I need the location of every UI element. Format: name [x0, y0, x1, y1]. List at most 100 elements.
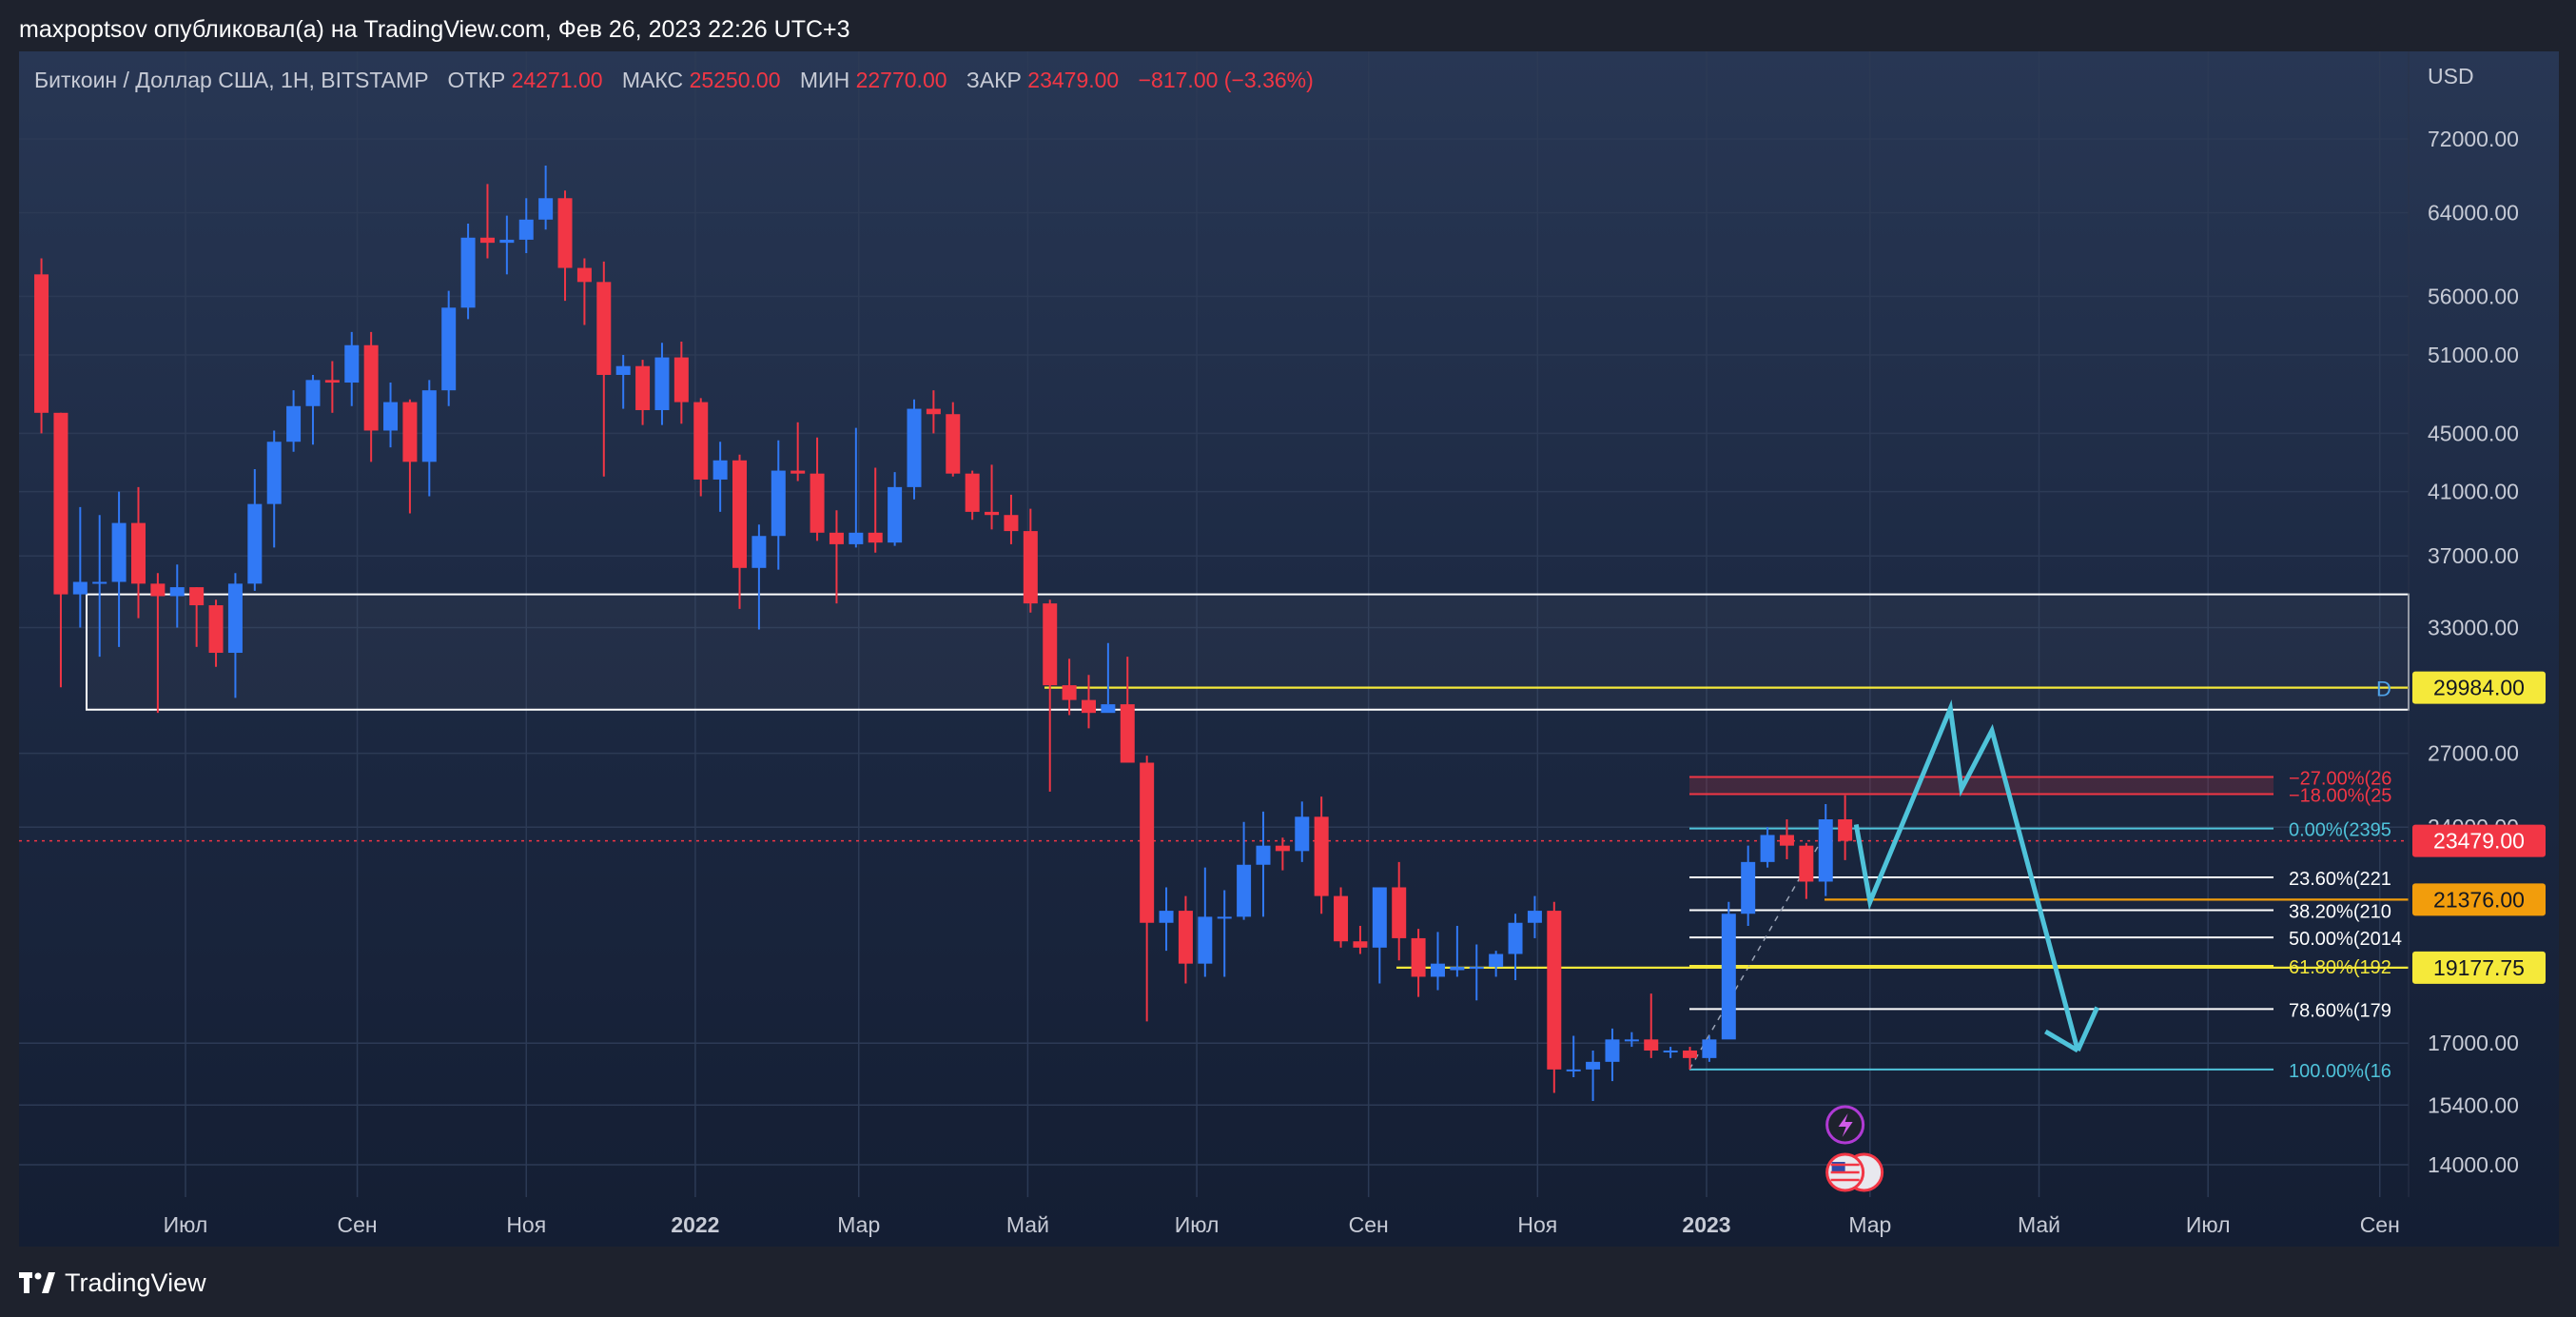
candle-body [344, 344, 360, 383]
candle-body [1838, 819, 1853, 841]
candle-body [1392, 887, 1407, 938]
price-axis-tag [2412, 951, 2546, 984]
candle-body [130, 522, 146, 584]
candle-body [712, 460, 728, 480]
candle-body [751, 536, 767, 568]
candle-body [849, 532, 864, 544]
fibonacci-retracement[interactable]: −27.00%(26−18.00%(25 0.00%(2395 23.60%(221… [1688, 769, 2402, 1082]
event-markers[interactable] [1825, 1105, 1884, 1192]
projection-arrow-head [2076, 1006, 2099, 1052]
candle-body [34, 274, 49, 413]
candle-body [1178, 911, 1193, 964]
price-axis-tag-label: 21376.00 [2433, 887, 2525, 912]
projection-arrow-head [2044, 1029, 2079, 1053]
candle-body [363, 344, 379, 431]
candle-body [1043, 603, 1058, 686]
candle-body [189, 587, 205, 606]
price-axis-tag [2412, 883, 2546, 916]
candle-body [557, 198, 573, 268]
candle-body [111, 522, 127, 582]
projection-zigzag[interactable] [1853, 699, 2080, 1052]
legend-close-label: ЗАКР [966, 68, 1022, 92]
candle-body [518, 219, 534, 240]
candle-body [868, 532, 883, 543]
horizontal-lines[interactable]: D [19, 678, 2409, 969]
price-tick-label: 27000.00 [2428, 741, 2519, 766]
legend-low-label: МИН [800, 68, 849, 92]
candle-body [1489, 953, 1504, 968]
time-tick-label: Сен [338, 1212, 378, 1237]
range-rectangle[interactable] [86, 593, 2410, 711]
chart-pane[interactable] [19, 51, 2559, 1247]
candle-body [266, 442, 282, 504]
svg-text:Биткоин / Доллар США, 1Н, BITS: Биткоин / Доллар США, 1Н, BITSTAMP ОТКР … [34, 68, 1314, 92]
candle-body [615, 365, 631, 375]
candle-body [1217, 916, 1232, 919]
time-tick-label: 2022 [671, 1212, 719, 1237]
price-tick-label: 17000.00 [2428, 1031, 2519, 1055]
candle-body [1624, 1039, 1639, 1042]
price-axis-tag-label: 29984.00 [2433, 676, 2525, 700]
candle-body [1275, 845, 1290, 852]
candle-body [576, 267, 592, 283]
candle-body [169, 587, 185, 597]
range-rectangle-box[interactable] [86, 593, 2410, 711]
price-axis-tag-label: 23479.00 [2433, 829, 2525, 854]
candle-body [1741, 861, 1756, 914]
time-tick-label: Ноя [506, 1212, 546, 1237]
candle-body [1081, 699, 1096, 714]
candle-body [790, 470, 806, 474]
tradingview-logo-icon [19, 1272, 55, 1293]
candle-body [1353, 941, 1368, 948]
publisher-header: maxpoptsov опубликовал(а) на TradingView… [0, 0, 2576, 51]
price-chart[interactable]: −27.00%(26−18.00%(25 0.00%(2395 23.60%(221… [0, 0, 2576, 1247]
tradingview-logo[interactable]: TradingView [19, 1266, 206, 1300]
price-tick-label: 56000.00 [2428, 284, 2519, 308]
candle-body [1101, 704, 1116, 714]
projection-path[interactable] [1853, 699, 2099, 1053]
candle-body [1120, 704, 1135, 763]
candle-body [1799, 845, 1814, 882]
candle-body [771, 470, 786, 537]
candle-body [1469, 967, 1484, 970]
candle-body [1508, 922, 1523, 954]
time-tick-label: Июл [2186, 1212, 2231, 1237]
candle-body [829, 532, 844, 544]
lightning-icon [1838, 1113, 1853, 1137]
candle-body [596, 282, 612, 375]
candle-body [1004, 515, 1019, 532]
ohlc-legend: Биткоин / Доллар США, 1Н, BITSTAMP ОТКР … [34, 64, 2474, 92]
price-tick-label: 64000.00 [2428, 201, 2519, 226]
candle-body [1140, 762, 1155, 923]
candle-body [926, 408, 941, 415]
publisher-line: maxpoptsov опубликовал(а) на TradingView… [19, 16, 850, 43]
candle-body [1372, 887, 1387, 948]
candle-body [324, 380, 340, 383]
legend-change: −817.00 (−3.36%) [1139, 68, 1314, 92]
candle-body [1237, 864, 1252, 917]
candle-body [402, 402, 418, 462]
currency-label: USD [2428, 64, 2474, 88]
candle-body [810, 473, 825, 533]
candle-body [1256, 845, 1271, 865]
candle-body [1314, 816, 1329, 896]
fib-level-label: 38.20%(210 [2289, 901, 2391, 922]
candle-body [1663, 1050, 1678, 1052]
axes: 72000.00 64000.00 56000.00 51000.00 45000.00… [164, 51, 2546, 1237]
candle-body [383, 402, 399, 431]
price-tick-label: 41000.00 [2428, 480, 2519, 504]
candle-body [635, 365, 651, 410]
candle-body [1760, 835, 1775, 862]
fib-level-label: 100.00%(16 [2289, 1061, 2391, 1082]
time-tick-label: Сен [1349, 1212, 1389, 1237]
candle-body [72, 581, 88, 595]
candle-body [1721, 914, 1736, 1040]
time-tick-label: 2023 [1682, 1212, 1730, 1237]
price-tick-label: 72000.00 [2428, 127, 2519, 151]
footer-bar [0, 1247, 2576, 1317]
legend-open-value: 24271.00 [512, 68, 603, 92]
candle-body [1450, 967, 1465, 971]
candle-body [907, 408, 922, 487]
candle-body [732, 460, 748, 568]
candle-body [421, 390, 437, 462]
